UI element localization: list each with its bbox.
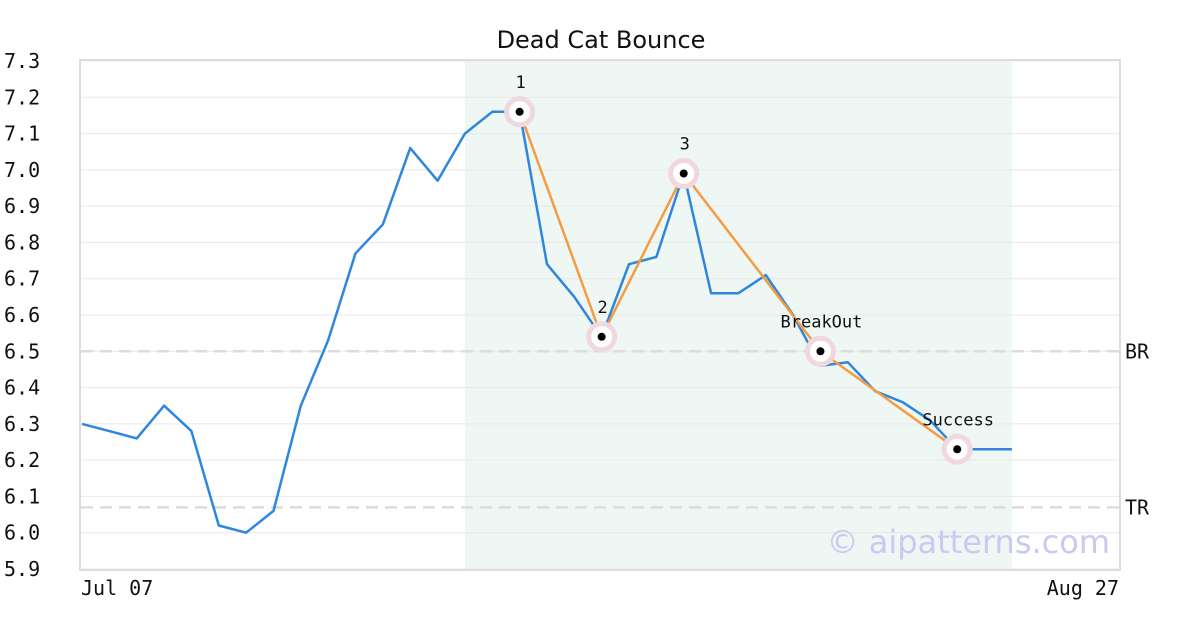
pattern-point-dot [679,169,688,178]
y-tick-label: 6.8 [4,230,40,254]
reference-label-tr: TR [1125,495,1150,519]
pattern-point: BreakOut [781,312,863,367]
reference-label-br: BR [1125,339,1150,363]
x-tick-label: Jul 07 [81,576,153,600]
y-tick-label: 7.1 [4,122,40,146]
pattern-point: Success [922,410,994,465]
pattern-point-dot [953,445,962,454]
watermark: © aipatterns.com [827,523,1110,561]
y-tick-label: 6.4 [4,376,40,400]
y-tick-label: 6.6 [4,303,40,327]
y-tick-label: 7.3 [4,49,40,73]
pattern-point: 1 [504,73,536,128]
y-tick-label: 6.3 [4,412,40,436]
y-tick-label: 6.9 [4,194,40,218]
y-tick-label: 5.9 [4,557,40,581]
pattern-point-dot [597,332,606,341]
y-tick-label: 6.5 [4,339,40,363]
pattern-point: 3 [668,134,700,189]
pattern-point-label: 3 [680,134,690,154]
y-tick-label: 6.7 [4,267,40,291]
x-tick-label: Aug 27 [1047,576,1119,600]
pattern-point-label: Success [922,410,994,430]
pattern-point-dot [816,347,825,356]
pattern-point-label: BreakOut [781,312,863,332]
pattern-point: 2 [586,298,618,353]
pattern-point-label: 1 [515,73,525,93]
chart-title: Dead Cat Bounce [497,26,706,54]
price-series-line [81,110,1012,534]
pattern-point-label: 2 [598,298,608,318]
y-tick-label: 6.1 [4,484,40,508]
y-tick-label: 6.2 [4,448,40,472]
y-tick-label: 7.0 [4,158,40,182]
plot-frame [79,59,1121,571]
y-tick-label: 6.0 [4,521,40,545]
y-tick-label: 7.2 [4,85,40,109]
pattern-point-dot [515,107,524,116]
